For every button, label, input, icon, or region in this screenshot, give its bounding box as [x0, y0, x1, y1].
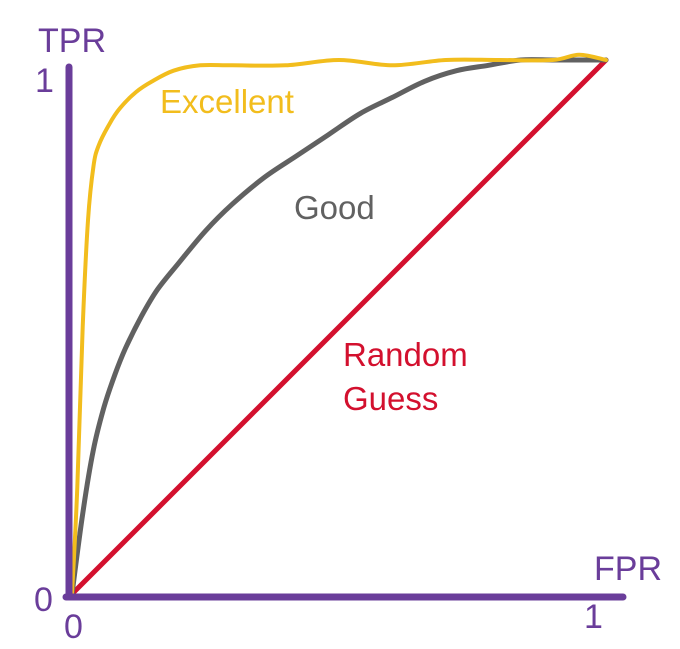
y-tick-label-1: 1 — [35, 62, 54, 100]
good-curve — [69, 57, 609, 597]
x-axis-label: FPR — [594, 550, 662, 588]
excellent-curve — [70, 52, 608, 596]
random-curve-label-line1: Random — [343, 336, 468, 373]
good-curve-label: Good — [294, 189, 375, 226]
excellent-curve-label: Excellent — [160, 83, 294, 120]
random-curve-label-line2: Guess — [343, 380, 438, 417]
x-tick-label-0: 0 — [64, 608, 83, 646]
random-curve — [69, 57, 609, 597]
y-axis-label: TPR — [38, 22, 106, 60]
curves-layer — [69, 52, 609, 597]
x-tick-label-1: 1 — [584, 598, 603, 636]
y-tick-label-0: 0 — [34, 581, 53, 619]
